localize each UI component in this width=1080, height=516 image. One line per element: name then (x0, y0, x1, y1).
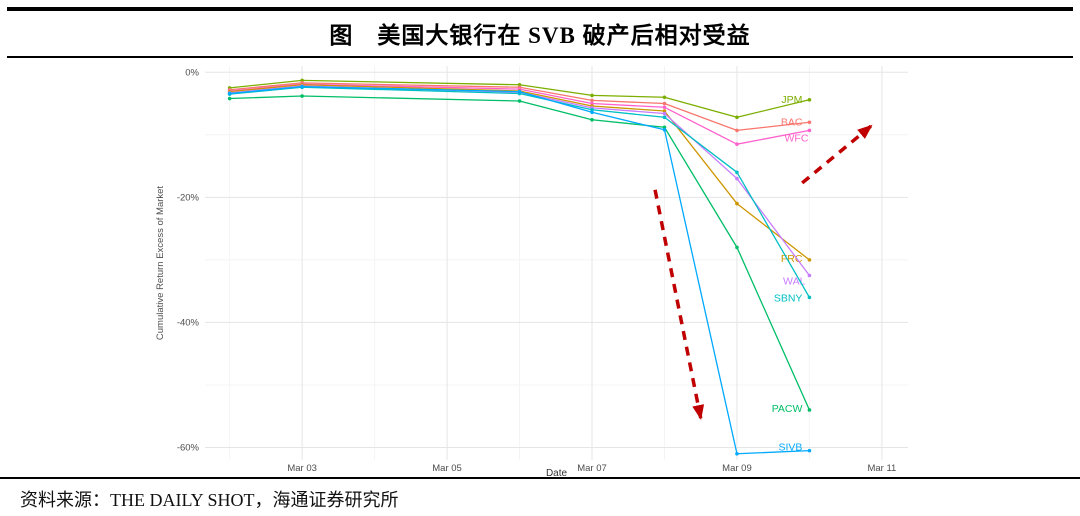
title-underline-rule (7, 56, 1073, 58)
series-point-sbny (590, 107, 594, 112)
series-point-jpm (807, 97, 812, 102)
y-tick-label: 0% (185, 67, 199, 78)
series-label-frc: FRC (781, 253, 803, 265)
series-point-wfc (662, 105, 667, 110)
series-point-pacw (662, 125, 667, 130)
series-point-sivb (590, 110, 594, 115)
series-point-wal (662, 111, 667, 116)
series-point-sivb (227, 91, 232, 96)
source-note: 资料来源：THE DAILY SHOT，海通证券研究所 (20, 490, 399, 510)
series-label-pacw: PACW (772, 403, 803, 415)
series-label-wal: WAL (783, 276, 806, 288)
series-point-bac (662, 101, 667, 106)
series-label-sivb: SIVB (778, 442, 802, 454)
figure-title: 图 美国大银行在 SVB 破产后相对受益 (329, 23, 751, 48)
series-point-pacw (807, 408, 812, 412)
series-point-jpm (590, 93, 594, 98)
x-tick-label: Mar 09 (722, 463, 752, 474)
series-point-sivb (807, 448, 812, 453)
y-tick-label: -60% (177, 442, 200, 453)
x-tick-label: Mar 03 (287, 463, 317, 474)
series-point-sbny (662, 115, 667, 120)
series-point-sbny (807, 295, 812, 300)
y-tick-label: -40% (177, 317, 200, 328)
series-point-wal (807, 273, 812, 278)
series-point-jpm (300, 78, 304, 83)
series-label-jpm: JPM (781, 94, 802, 106)
series-point-bac (735, 128, 739, 133)
series-point-sivb (300, 84, 304, 89)
series-point-pacw (735, 245, 739, 250)
series-label-wfc: WFC (785, 132, 809, 144)
series-point-pacw (590, 117, 594, 122)
series-point-pacw (517, 99, 522, 103)
series-point-sbny (735, 170, 739, 175)
y-tick-label: -20% (177, 192, 200, 203)
x-axis-label: Date (546, 468, 568, 479)
series-point-pacw (300, 94, 304, 98)
series-point-pacw (227, 96, 232, 101)
series-label-sbny: SBNY (774, 292, 803, 304)
series-point-frc (807, 258, 812, 262)
series-point-jpm (735, 115, 739, 120)
series-point-wfc (807, 128, 812, 133)
series-point-sivb (662, 127, 667, 132)
series-point-wal (735, 176, 739, 181)
x-tick-label: Mar 05 (432, 463, 462, 474)
crash-arrow-down (653, 189, 705, 421)
series-point-frc (735, 201, 739, 206)
y-axis-label: Cumulative Return Excess of Market (155, 186, 166, 341)
series-point-bac (590, 98, 594, 103)
series-point-wfc (590, 101, 594, 106)
footer-rule (0, 477, 1080, 479)
series-point-sivb (735, 451, 739, 456)
x-tick-label: Mar 07 (577, 463, 607, 474)
series-point-jpm (517, 82, 522, 87)
series-point-bac (807, 120, 812, 125)
series-label-bac: BAC (781, 116, 803, 128)
series-point-wfc (735, 142, 739, 146)
top-rule (7, 7, 1073, 11)
x-tick-label: Mar 11 (867, 463, 896, 474)
series-point-frc (662, 109, 667, 113)
series-point-sivb (517, 89, 522, 94)
series-point-jpm (662, 95, 667, 100)
